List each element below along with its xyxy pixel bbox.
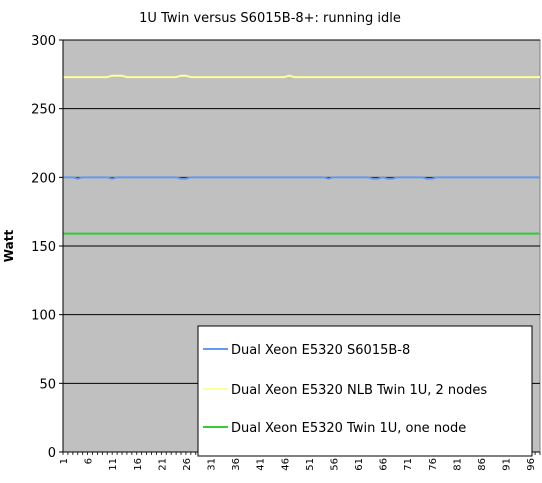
series-line-1 bbox=[63, 176, 540, 180]
x-tick-label: 91 bbox=[502, 458, 513, 471]
x-tick-label: 61 bbox=[354, 458, 365, 471]
x-tick-label: 21 bbox=[157, 458, 168, 471]
legend-box bbox=[197, 325, 533, 457]
legend-label-3: Dual Xeon E5320 Twin 1U, one node bbox=[231, 421, 466, 436]
chart-title: 1U Twin versus S6015B-8+: running idle bbox=[139, 11, 401, 26]
x-tick-label: 41 bbox=[256, 458, 267, 471]
x-tick-label: 11 bbox=[108, 458, 119, 471]
x-tick-label: 31 bbox=[207, 458, 218, 471]
x-tick-label: 36 bbox=[231, 458, 242, 471]
legend-items: Dual Xeon E5320 S6015B-8 Dual Xeon E5320 … bbox=[203, 343, 487, 436]
y-tick-labels: 0 50 100 150 200 250 300 bbox=[31, 34, 63, 461]
legend-label-1: Dual Xeon E5320 S6015B-8 bbox=[231, 343, 410, 358]
x-tick-label: 71 bbox=[403, 458, 414, 471]
y-tick-label: 100 bbox=[31, 309, 56, 324]
legend: Dual Xeon E5320 S6015B-8 Dual Xeon E5320 … bbox=[197, 325, 533, 457]
y-tick-label: 150 bbox=[31, 240, 56, 255]
legend-label-2: Dual Xeon E5320 NLB Twin 1U, 2 nodes bbox=[231, 383, 487, 398]
x-tick-label: 1 bbox=[59, 458, 70, 464]
x-tick-label: 16 bbox=[133, 458, 144, 471]
x-tick-label: 26 bbox=[182, 458, 193, 471]
series-lines bbox=[63, 74, 540, 235]
x-tick-label: 56 bbox=[329, 458, 340, 471]
x-tick-label: 96 bbox=[526, 458, 537, 471]
x-tick-label: 76 bbox=[428, 458, 439, 471]
y-axis-label: Watt bbox=[2, 230, 16, 263]
x-tick-label: 66 bbox=[379, 458, 390, 471]
x-tick-label: 81 bbox=[452, 458, 463, 471]
y-tick-label: 250 bbox=[31, 103, 56, 118]
x-tick-label: 51 bbox=[305, 458, 316, 471]
y-tick-label: 50 bbox=[39, 377, 56, 392]
y-tick-label: 300 bbox=[31, 34, 56, 49]
x-tick-label: 86 bbox=[477, 458, 488, 471]
y-tick-label: 200 bbox=[31, 171, 56, 186]
y-tick-label: 0 bbox=[48, 446, 56, 461]
series-line-2 bbox=[63, 74, 540, 79]
x-tick-labels: 1 6 11 16 21 26 31 36 41 46 51 56 61 66 71 76 81 86 91 96 bbox=[59, 452, 541, 471]
x-tick-label: 6 bbox=[84, 458, 95, 464]
x-tick-label: 46 bbox=[280, 458, 291, 471]
